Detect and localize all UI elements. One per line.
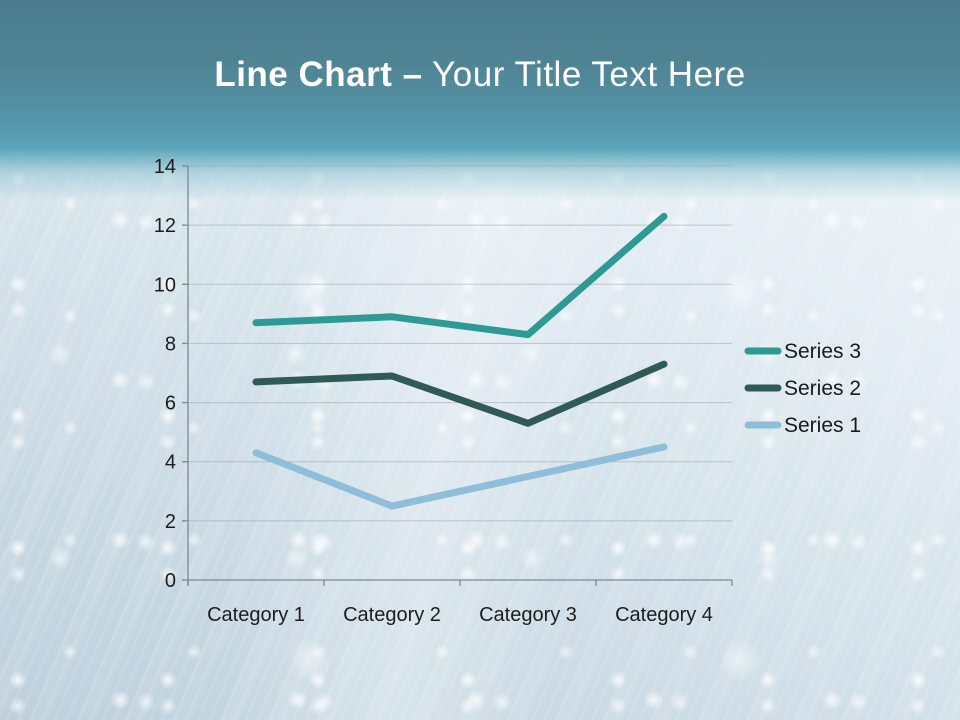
- title-banner: [0, 0, 960, 200]
- series-line-series-3: [252, 212, 668, 339]
- y-axis-label: 12: [154, 215, 176, 237]
- y-axis-label: 0: [165, 570, 176, 592]
- y-axis-label: 4: [165, 452, 176, 474]
- category-label: Category 1: [207, 604, 305, 626]
- slide-title: Line Chart – Your Title Text Here: [0, 52, 960, 98]
- legend-label-series-2: Series 2: [784, 377, 861, 400]
- category-label: Category 2: [343, 604, 441, 626]
- legend-label-series-3: Series 3: [784, 340, 861, 363]
- y-axis-label: 6: [165, 393, 176, 415]
- series-line-series-2: [252, 360, 668, 427]
- y-axis-label: 2: [165, 511, 176, 533]
- legend-label-series-1: Series 1: [784, 414, 861, 437]
- y-axis-label: 14: [154, 156, 176, 178]
- y-axis-label: 8: [165, 333, 176, 355]
- y-axis-label: 10: [154, 274, 176, 296]
- category-label: Category 3: [479, 604, 577, 626]
- series-line-series-1: [252, 443, 668, 510]
- slide-title-regular: Your Title Text Here: [432, 55, 746, 94]
- slide-title-bold: Line Chart –: [214, 55, 423, 94]
- category-label: Category 4: [615, 604, 713, 626]
